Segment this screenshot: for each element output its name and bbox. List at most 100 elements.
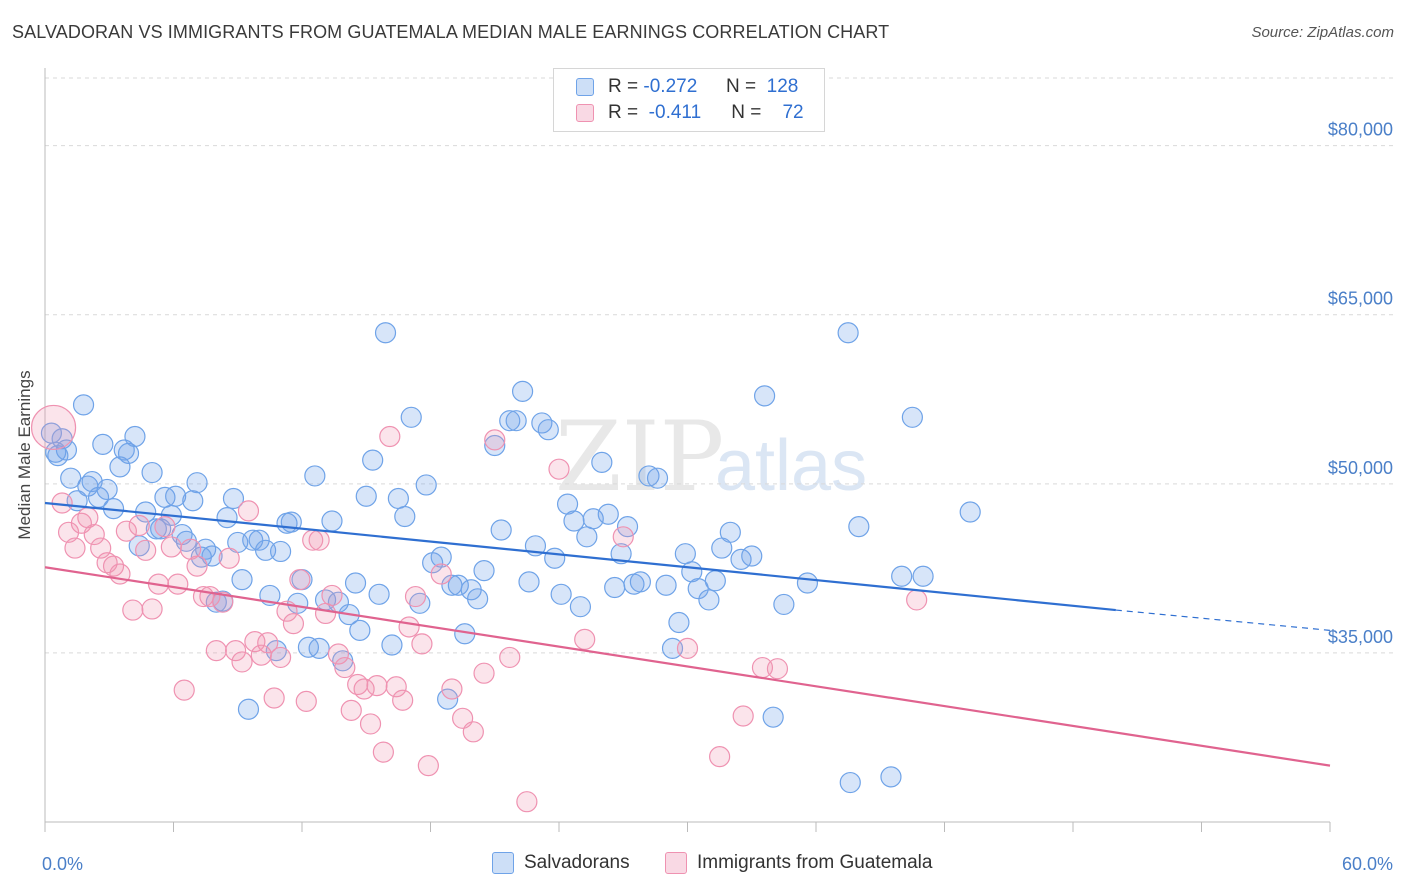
data-point (349, 619, 371, 641)
y-axis-label: Median Male Earnings (15, 370, 34, 539)
data-point (297, 636, 320, 658)
data-point (47, 445, 69, 467)
data-point (676, 637, 699, 660)
data-point (848, 516, 870, 538)
data-point (773, 593, 795, 616)
data-point (248, 529, 270, 551)
data-point (473, 560, 495, 582)
data-point (796, 572, 819, 594)
legend-r-value: -0.272 (643, 76, 698, 97)
x-tick-label: 60.0% (1342, 854, 1393, 874)
data-point (72, 394, 95, 416)
data-point (372, 741, 394, 763)
data-point (661, 637, 684, 660)
data-point (719, 521, 741, 543)
data-point (237, 698, 260, 720)
data-point (569, 596, 592, 618)
data-point (282, 612, 305, 635)
data-point (901, 406, 923, 428)
legend-n-value: 72 (782, 102, 804, 123)
data-point (64, 537, 86, 559)
data-point (30, 404, 77, 451)
data-point (167, 573, 189, 595)
y-tick-label: $35,000 (1328, 627, 1393, 647)
data-point (269, 646, 292, 669)
data-point (574, 628, 596, 650)
data-point (96, 478, 118, 501)
tick-labels: $80,000 $65,000 $50,000 $35,000 0.0% 60.0% (42, 120, 1393, 874)
data-point (374, 322, 397, 344)
data-point (381, 634, 403, 656)
data-point (334, 656, 356, 679)
legend-r-value: -0.411 (648, 102, 702, 123)
data-point (222, 487, 245, 510)
data-point (441, 678, 463, 700)
legend-n-label: N = (731, 102, 762, 123)
legend-r-label: R = (608, 102, 639, 123)
data-point (531, 412, 553, 434)
data-point (516, 791, 538, 813)
data-point (604, 576, 626, 599)
data-point (355, 485, 377, 507)
data-point (366, 674, 388, 697)
data-point (447, 574, 469, 596)
data-point (430, 546, 452, 568)
data-point (212, 591, 234, 613)
data-point (269, 540, 292, 563)
salvadorans-trend-extension (1115, 609, 1331, 631)
data-point (160, 536, 182, 558)
data-point (344, 572, 367, 594)
data-point (646, 467, 669, 489)
data-point (201, 545, 223, 567)
data-point (257, 632, 279, 654)
data-point (655, 574, 677, 596)
data-point (304, 465, 326, 487)
data-point (732, 705, 754, 727)
data-point (906, 589, 928, 611)
data-point (122, 599, 144, 621)
data-point (353, 678, 375, 700)
data-point (404, 585, 427, 608)
data-point (437, 688, 459, 710)
data-point (837, 322, 859, 344)
data-point (141, 598, 163, 620)
data-point (231, 569, 253, 591)
series-legend: Salvadorans Immigrants from Guatemala (0, 852, 1406, 878)
data-point (340, 699, 362, 722)
data-point (550, 583, 572, 605)
salvadorans-points (40, 322, 981, 794)
data-point (289, 569, 311, 591)
data-point (195, 538, 217, 560)
data-point (128, 514, 150, 537)
correlation-legend: R = -0.272 N = 128 R = -0.411 N = 72 (553, 68, 825, 132)
data-point (362, 449, 384, 471)
guatemala-trend-line (44, 566, 1331, 767)
grid-lines (45, 77, 1395, 654)
data-point (741, 545, 763, 567)
data-point (638, 465, 660, 487)
data-point (629, 571, 651, 593)
data-point (462, 721, 484, 743)
legend-item-guatemala: Immigrants from Guatemala (665, 852, 932, 874)
data-point (473, 662, 495, 684)
blue-swatch-icon (492, 852, 514, 874)
data-point (135, 539, 157, 561)
data-point (173, 679, 195, 701)
trend-lines (44, 501, 1331, 767)
data-point (182, 490, 204, 512)
data-point (308, 529, 330, 551)
legend-row-salvadorans: R = -0.272 N = 128 (576, 75, 798, 99)
data-point (544, 547, 566, 569)
data-point (165, 485, 187, 507)
data-point (880, 766, 902, 788)
data-point (115, 520, 137, 542)
data-point (92, 433, 114, 455)
data-point (511, 380, 534, 402)
legend-n-value: 128 (766, 76, 799, 97)
data-point (154, 516, 176, 538)
data-point (216, 507, 238, 529)
legend-n-label: N = (725, 76, 757, 97)
data-point (839, 771, 861, 794)
data-point (368, 583, 390, 605)
